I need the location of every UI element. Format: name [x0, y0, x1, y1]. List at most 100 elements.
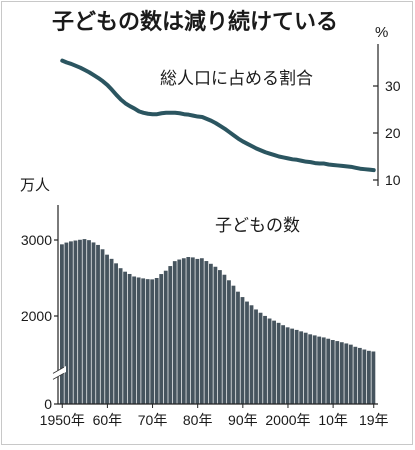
bar: [127, 273, 132, 404]
bar: [290, 328, 295, 404]
bar: [348, 344, 353, 404]
bar: [285, 327, 290, 404]
bar: [371, 351, 376, 404]
bar: [366, 350, 371, 404]
bar: [281, 325, 286, 404]
figure-border: [1, 1, 413, 445]
bar: [353, 346, 358, 404]
bar: [150, 279, 155, 404]
bar: [136, 277, 141, 404]
axis-break-marker: [52, 366, 66, 380]
bar: [163, 270, 168, 404]
bar: [362, 349, 367, 404]
bar: [96, 244, 100, 404]
bar: [213, 266, 218, 404]
x-axis-tick-label: 19年: [359, 412, 389, 428]
bar: [91, 242, 96, 404]
bar: [73, 240, 78, 404]
bar: [272, 320, 276, 404]
right-axis-tick-label: 10: [385, 172, 401, 188]
bar: [114, 263, 118, 404]
x-axis-tick-label: 80年: [183, 412, 213, 428]
bar: [78, 239, 82, 404]
bar: [357, 347, 362, 404]
left-axis-tick-label: 2000: [21, 308, 52, 324]
bar: [258, 312, 263, 404]
bar: [236, 291, 240, 404]
bar: [69, 241, 73, 404]
bar: [190, 257, 195, 404]
right-axis-unit: %: [375, 24, 388, 41]
bar: [195, 258, 200, 404]
x-axis-tick-label: 70年: [138, 412, 168, 428]
bar: [263, 315, 267, 404]
bar-series-label: 子どもの数: [215, 216, 300, 235]
bar: [199, 258, 204, 404]
left-axis-unit: 万人: [20, 177, 50, 194]
right-axis-tick-label: 30: [385, 78, 401, 94]
x-axis-tick-label: 90年: [228, 412, 258, 428]
bar: [100, 249, 105, 404]
x-axis-tick-label: 2000年: [265, 412, 310, 428]
bar: [249, 305, 254, 404]
bar: [204, 261, 209, 404]
bar: [218, 270, 222, 404]
bar: [64, 242, 69, 404]
x-axis-tick-label: 1950年: [40, 412, 85, 428]
bar: [254, 309, 258, 404]
axis-break-line-upper: [52, 366, 65, 374]
bar: [60, 244, 64, 404]
bar: [105, 254, 109, 404]
left-axis-tick-label: 3000: [21, 232, 52, 248]
bar: [222, 274, 227, 404]
bar: [317, 336, 322, 404]
bar: [308, 334, 313, 404]
line-series-label: 総人口に占める割合: [160, 69, 313, 88]
bar: [276, 322, 281, 404]
bar: [181, 258, 186, 404]
bar: [303, 332, 308, 404]
bar: [132, 276, 137, 404]
bar: [154, 278, 159, 404]
bar: [240, 297, 245, 404]
bar: [145, 279, 150, 404]
bar: [227, 280, 231, 404]
x-axis-ticks: 1950年 60年 70年 80年 90年 2000年 10年 19年: [40, 404, 389, 428]
bar: [208, 263, 213, 404]
bar: [312, 335, 317, 404]
bar: [123, 271, 128, 404]
bar: [330, 340, 335, 404]
right-axis-ticks: 10 20 30: [373, 78, 401, 188]
left-axis-tick-label: 0: [44, 396, 52, 412]
axis-break-line-lower: [52, 372, 65, 380]
bar: [335, 341, 340, 404]
bar: [177, 259, 182, 404]
bar: [118, 268, 123, 404]
bar: [186, 257, 191, 404]
bar: [339, 342, 344, 404]
bars: [60, 239, 376, 404]
bar: [321, 337, 326, 404]
x-axis-tick-label: 10年: [318, 412, 348, 428]
bar: [172, 261, 177, 404]
bar: [344, 343, 349, 404]
bar: [141, 278, 146, 404]
bar: [299, 331, 304, 404]
bar: [231, 285, 236, 404]
x-axis-tick-label: 60年: [93, 412, 123, 428]
axis-break-gap: [52, 366, 66, 380]
bar: [245, 301, 249, 404]
bar: [87, 240, 91, 404]
share-line: [60, 58, 376, 173]
bar: [168, 266, 173, 404]
bar: [159, 274, 164, 404]
left-axis-ticks: 0 2000 3000: [21, 232, 58, 412]
bar: [109, 258, 114, 404]
chart-title: 子どもの数は減り続けている: [52, 9, 338, 34]
bar: [294, 329, 299, 404]
bar: [326, 338, 331, 404]
right-axis-tick-label: 20: [385, 125, 401, 141]
bar: [267, 318, 272, 404]
bar: [82, 239, 87, 404]
